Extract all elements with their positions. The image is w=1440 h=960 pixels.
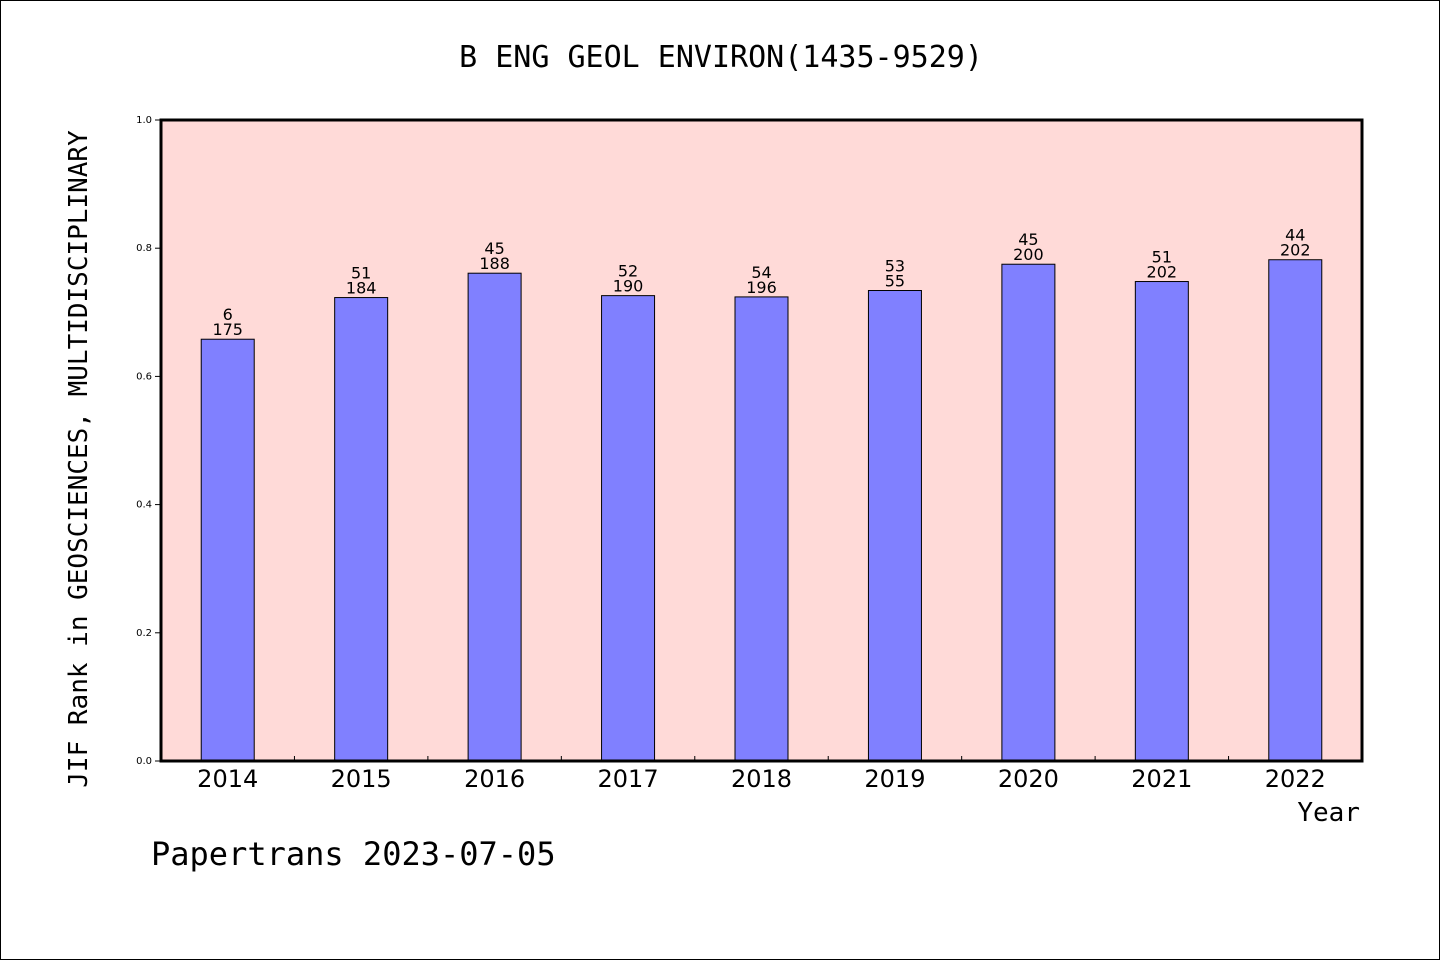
x-tick-label-2018: 2018 [731, 765, 792, 793]
bar-2014 [200, 338, 255, 762]
bar-2016 [467, 272, 522, 762]
bar-2019 [867, 290, 922, 762]
bar-2017 [601, 295, 656, 762]
bar-rank-label-2016: 45 [484, 239, 504, 258]
bar-2022 [1268, 259, 1323, 762]
chart-title: B ENG GEOL ENVIRON(1435-9529) [459, 40, 983, 75]
x-tick-label-2020: 2020 [998, 765, 1059, 793]
bar-total-label-2020: 200 [1013, 245, 1044, 264]
bar-rank-label-2021: 51 [1152, 248, 1172, 267]
x-axis: 2014 2015 2016 2017 2018 2019 2020 2021 2022 [197, 756, 1326, 793]
bar-2020 [1001, 263, 1056, 762]
bar-total-label-2014: 175 [212, 320, 243, 339]
bar-rank-label-2017: 52 [618, 262, 638, 281]
bar-2021 [1134, 281, 1189, 762]
x-tick-label-2019: 2019 [864, 765, 925, 793]
plot-frame [159, 118, 1364, 763]
bar-rank-label-2018: 54 [751, 263, 771, 282]
x-tick-label-2022: 2022 [1265, 765, 1326, 793]
y-tick-label: 0.0 [136, 756, 152, 767]
y-tick-label: 0.4 [136, 500, 152, 511]
y-axis: 0.0 0.2 0.4 0.6 0.8 1.0 [136, 115, 161, 767]
y-tick-label: 0.8 [136, 243, 152, 254]
y-tick-label: 0.2 [136, 628, 152, 639]
footer-credit: Papertrans 2023-07-05 [151, 835, 556, 873]
bar-total-label-2016: 188 [479, 254, 510, 273]
bar-total-label-2021: 202 [1147, 263, 1178, 282]
x-tick-label-2021: 2021 [1131, 765, 1192, 793]
y-tick-label: 0.6 [136, 371, 152, 382]
x-tick-label-2017: 2017 [598, 765, 659, 793]
bar-2015 [334, 297, 389, 762]
bar-rank-label-2019: 53 [885, 257, 905, 276]
y-axis-label: JIF Rank in GEOSCIENCES, MULTIDISCIPLINA… [64, 130, 94, 788]
y-tick-label: 1.0 [136, 115, 152, 126]
bar-rank-label-2015: 51 [351, 264, 371, 283]
bar-2018 [734, 296, 789, 762]
bar-total-label-2015: 184 [346, 279, 377, 298]
bar-total-label-2022: 202 [1280, 241, 1311, 260]
bar-rank-label-2014: 6 [223, 305, 233, 324]
bar-rank-label-2020: 45 [1018, 230, 1038, 249]
bar-rank-label-2022: 44 [1285, 226, 1305, 245]
bar-total-label-2017: 190 [613, 277, 644, 296]
x-tick-label-2014: 2014 [197, 765, 258, 793]
bars-layer [200, 259, 1323, 762]
bar-total-label-2018: 196 [746, 278, 777, 297]
x-tick-label-2016: 2016 [464, 765, 525, 793]
x-axis-label: Year [1297, 798, 1360, 828]
x-tick-label-2015: 2015 [331, 765, 392, 793]
bar-total-label-2019: 55 [885, 272, 905, 291]
